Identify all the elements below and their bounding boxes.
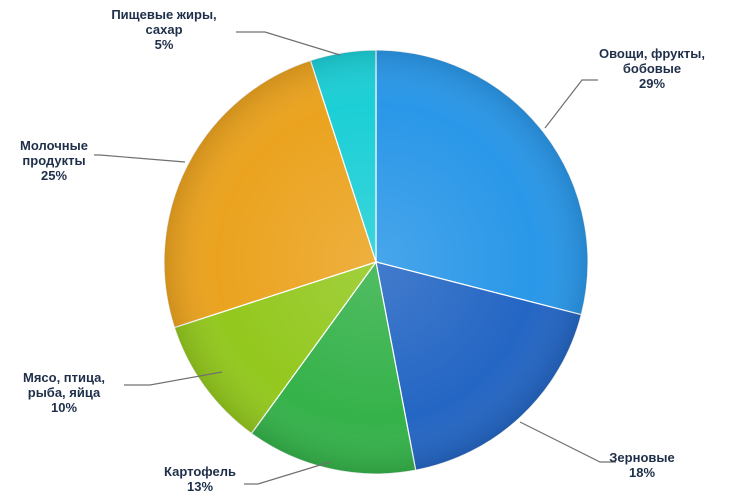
slice-label-5: Молочные продукты 25% bbox=[20, 138, 88, 183]
slice-category-text: рыба, яйца bbox=[28, 385, 101, 400]
slice-percent: 5% bbox=[155, 37, 174, 52]
slice-category-text: Пищевые жиры, bbox=[111, 7, 216, 22]
leader-line-6 bbox=[236, 31, 341, 56]
slice-category-text: продукты bbox=[22, 153, 85, 168]
slice-percent: 29% bbox=[639, 76, 665, 91]
slice-category-text: бобовые bbox=[623, 61, 681, 76]
slice-category-text: Зерновые bbox=[609, 450, 674, 465]
slice-percent: 13% bbox=[187, 479, 213, 494]
leader-line-1 bbox=[544, 79, 598, 129]
slice-category-text: Мясо, птица, bbox=[23, 370, 105, 385]
slice-label-1: Овощи, фрукты, бобовые 29% bbox=[599, 46, 705, 91]
slice-category-text: Овощи, фрукты, bbox=[599, 46, 705, 61]
slice-labels: Овощи, фрукты, бобовые 29% Зерновые 18% Карто… bbox=[20, 7, 705, 494]
leader-line-2 bbox=[519, 421, 616, 463]
leader-line-4 bbox=[124, 371, 223, 386]
pie-shading bbox=[164, 50, 588, 474]
slice-label-3: Картофель 13% bbox=[164, 464, 236, 494]
leader-line-5 bbox=[94, 154, 186, 163]
slice-percent: 25% bbox=[41, 168, 67, 183]
slice-label-6: Пищевые жиры, сахар 5% bbox=[111, 7, 216, 52]
slice-label-4: Мясо, птица, рыба, яйца 10% bbox=[23, 370, 105, 415]
slice-category-text: сахар bbox=[145, 22, 182, 37]
slice-percent: 18% bbox=[629, 465, 655, 480]
slice-percent: 10% bbox=[51, 400, 77, 415]
leader-line-3 bbox=[244, 461, 331, 485]
slice-label-2: Зерновые 18% bbox=[609, 450, 674, 480]
leader-lines bbox=[94, 31, 616, 485]
slice-category-text: Молочные bbox=[20, 138, 88, 153]
slice-category-text: Картофель bbox=[164, 464, 236, 479]
